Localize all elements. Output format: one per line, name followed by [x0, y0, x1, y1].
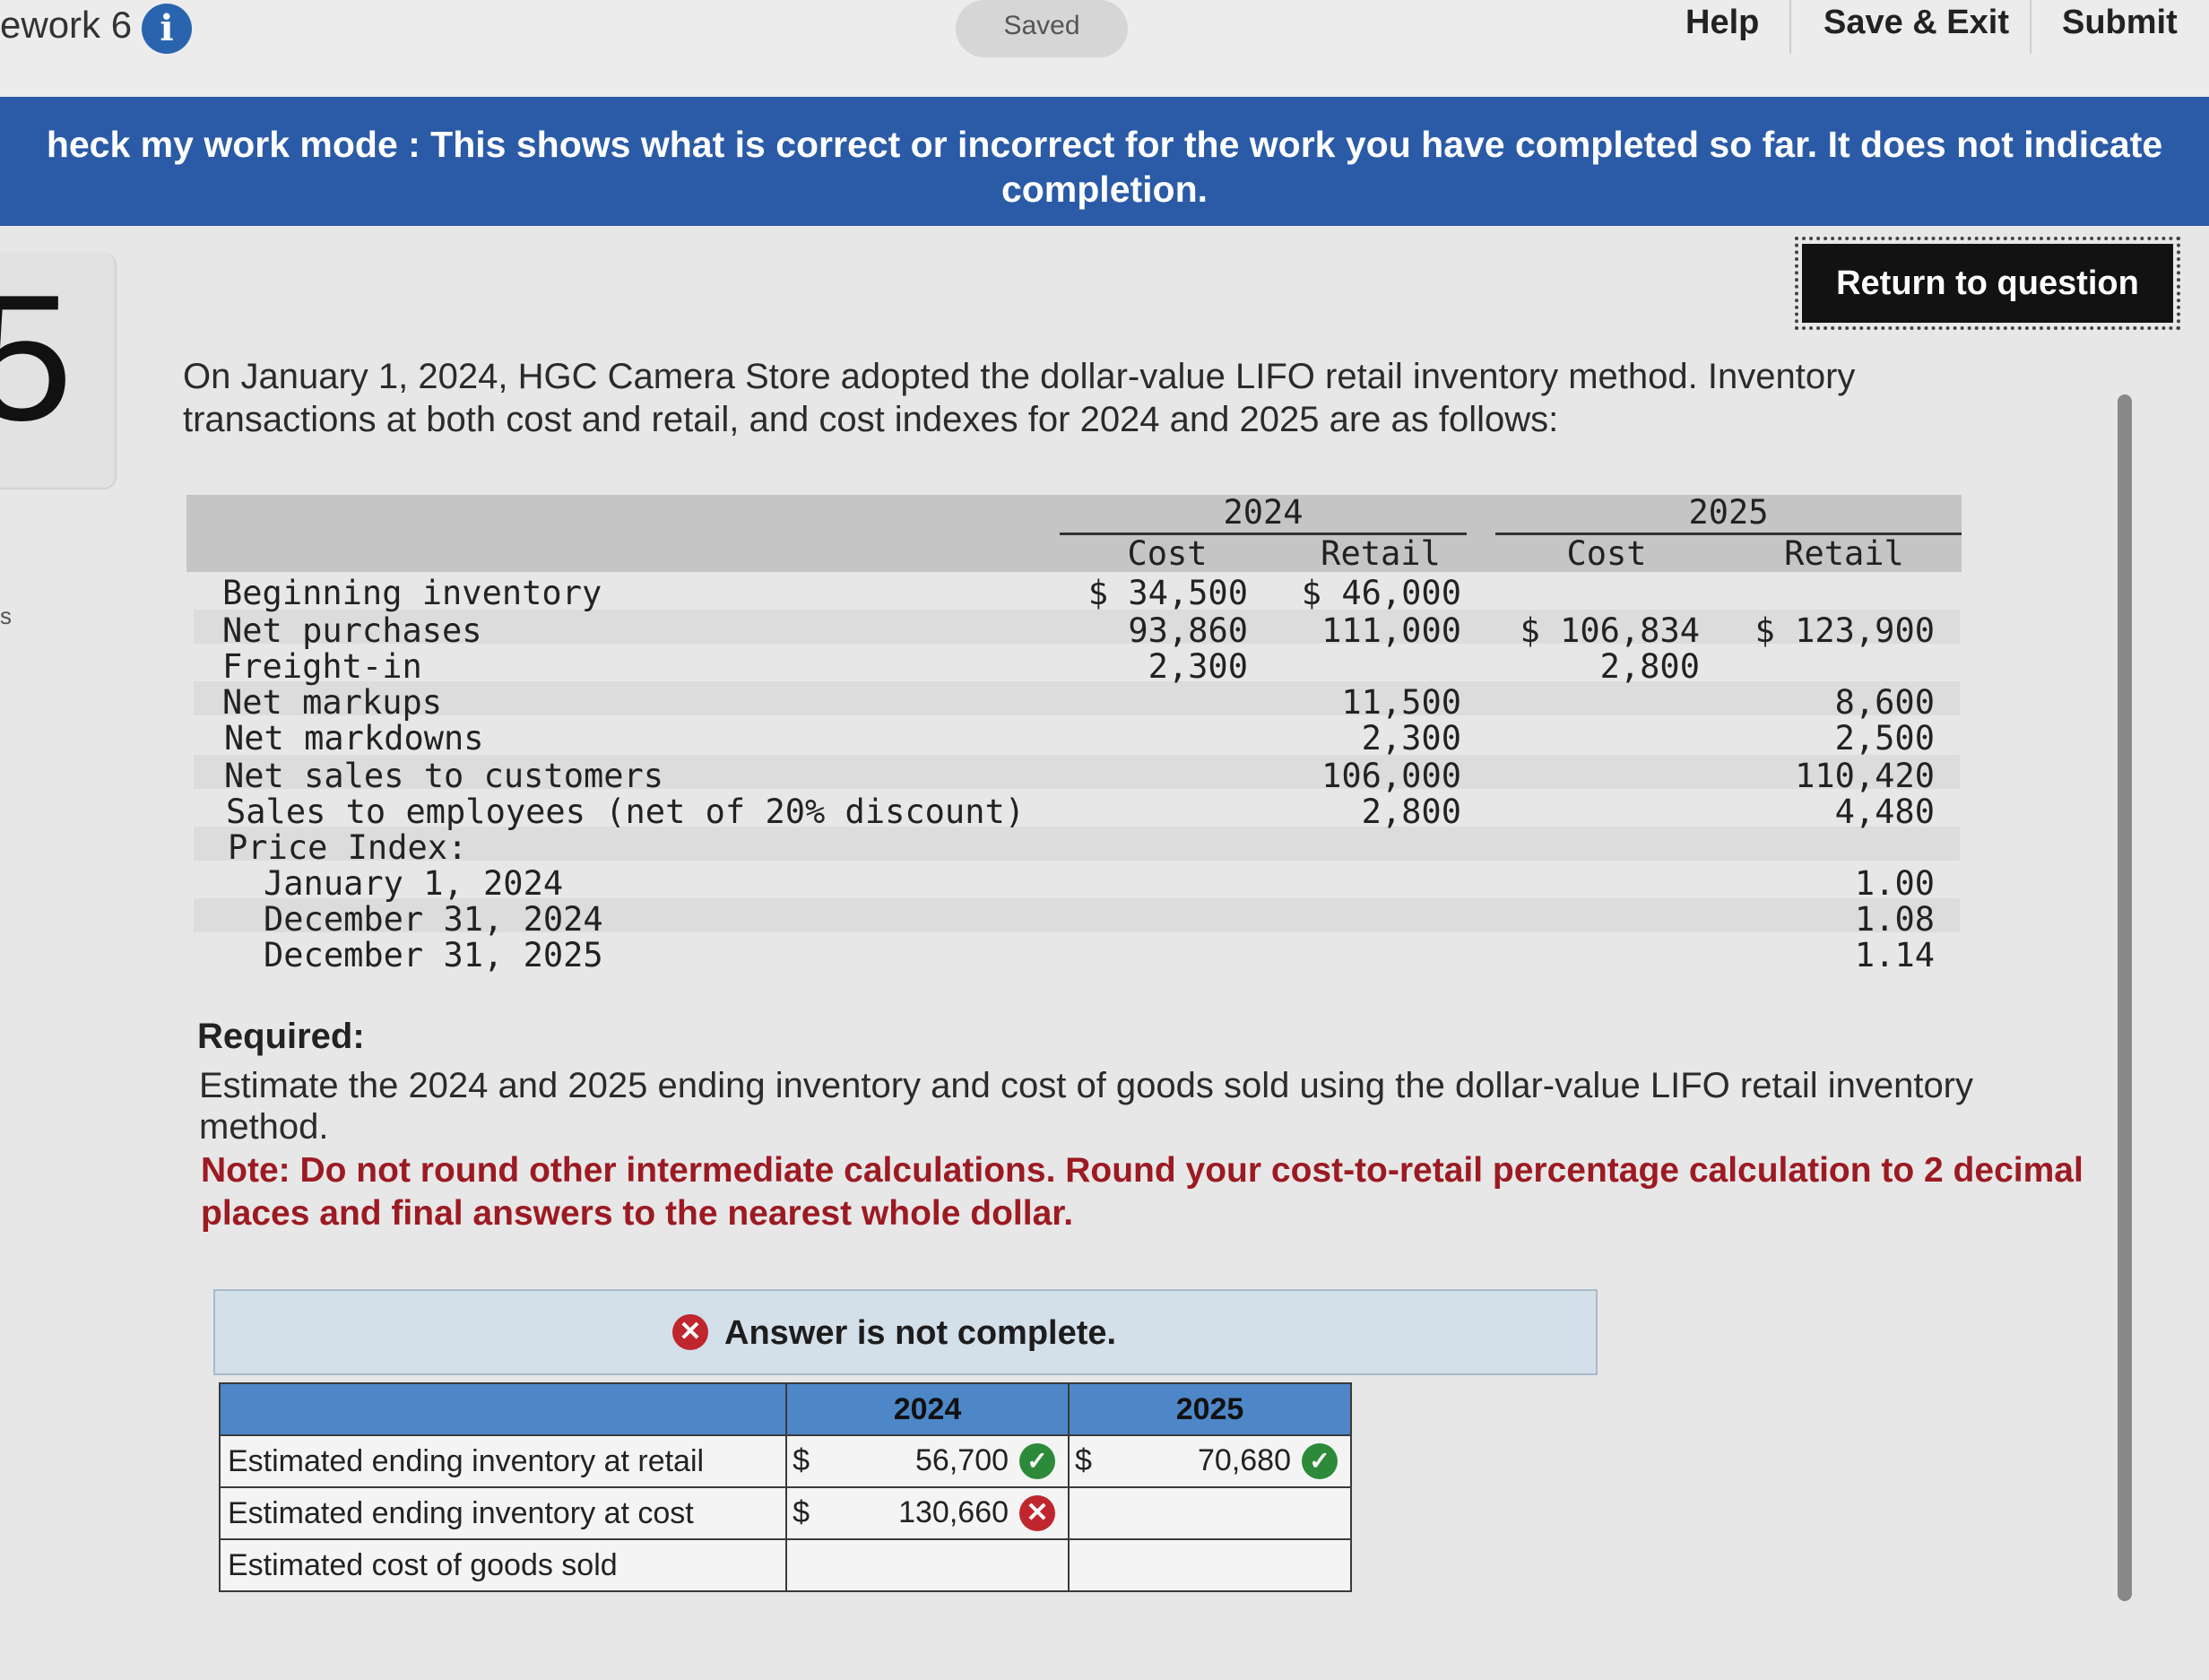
row-stripe: [194, 827, 1960, 861]
assignment-title: ework 6: [0, 4, 133, 46]
dollar-sign: $: [1075, 1443, 1092, 1477]
answer-input-cell-24[interactable]: $130,660 ✕: [785, 1486, 1070, 1540]
correct-check-icon: ✓: [1302, 1443, 1338, 1479]
required-heading: Required:: [197, 1017, 365, 1056]
year-underline: [1495, 533, 1962, 535]
help-link[interactable]: Help: [1685, 4, 1760, 41]
question-intro: On January 1, 2024, HGC Camera Store ado…: [183, 357, 1856, 439]
correct-check-icon: ✓: [1019, 1443, 1056, 1479]
row-stripe: [194, 755, 1960, 789]
data-row-label: January 1, 2024: [264, 864, 564, 903]
answer-value: 130,660: [898, 1495, 1009, 1529]
data-cell-c24: 2,300: [1148, 647, 1248, 686]
answer-status-text: Answer is not complete.: [724, 1314, 1117, 1352]
saved-status: Saved: [956, 0, 1128, 57]
check-work-banner: heck my work mode : This shows what is c…: [0, 97, 2209, 226]
return-to-question-button[interactable]: Return to question: [1795, 237, 2180, 330]
data-row-label: Price Index:: [228, 828, 468, 867]
data-row-label: Net markdowns: [224, 719, 484, 758]
answer-row-label: Estimated ending inventory at cost: [218, 1486, 788, 1540]
save-exit-link[interactable]: Save & Exit: [1824, 4, 2009, 41]
answer-value: 56,700: [915, 1443, 1009, 1477]
data-cell-r24: 106,000: [1321, 757, 1461, 795]
answer-header-2024: 2024: [785, 1382, 1070, 1436]
col-header-retail-2024: Retail: [1321, 534, 1441, 573]
answer-input-cell-25[interactable]: $70,680 ✓: [1068, 1434, 1352, 1488]
data-row-label: Net purchases: [222, 611, 482, 650]
data-cell-r25: 1.08: [1854, 900, 1935, 939]
info-icon[interactable]: i: [142, 4, 192, 54]
answer-row: Estimated cost of goods sold: [218, 1538, 1352, 1592]
data-row-label: December 31, 2024: [264, 900, 603, 939]
year-header-2025: 2025: [1688, 493, 1769, 532]
incorrect-x-icon: ✕: [1019, 1495, 1056, 1531]
answer-status-box: [213, 1289, 1598, 1375]
data-cell-c24: $ 34,500: [1087, 574, 1248, 612]
data-row-label: Sales to employees (net of 20% discount): [226, 792, 1026, 831]
separator: [1789, 0, 1791, 54]
top-bar: ework 6 i Saved Help Save & Exit Submit: [0, 0, 2209, 97]
data-row-label: Freight-in: [222, 647, 422, 686]
data-cell-r24: 2,300: [1361, 719, 1461, 758]
answer-input-cell-25[interactable]: [1068, 1538, 1352, 1592]
data-cell-c24: 93,860: [1128, 611, 1248, 650]
data-cell-r25: 1.14: [1854, 936, 1935, 974]
col-header-retail-2025: Retail: [1784, 534, 1904, 573]
answer-input-cell-25[interactable]: [1068, 1486, 1352, 1540]
answer-header-2025: 2025: [1068, 1382, 1352, 1436]
row-stripe: [194, 898, 1960, 932]
answer-header-row: 2024 2025: [218, 1382, 1352, 1436]
dollar-sign: $: [793, 1495, 810, 1529]
page-scrollbar[interactable]: [2118, 394, 2132, 1601]
answer-input-cell-24[interactable]: $56,700 ✓: [785, 1434, 1070, 1488]
answer-table: 2024 2025 Estimated ending inventory at …: [218, 1382, 1352, 1592]
data-cell-r25: 110,420: [1795, 757, 1935, 795]
row-stripe: [194, 610, 1960, 644]
col-header-cost-2024: Cost: [1127, 534, 1208, 573]
data-row-label: Beginning inventory: [222, 574, 602, 612]
answer-row-label: Estimated cost of goods sold: [218, 1538, 788, 1592]
answer-row-label: Estimated ending inventory at retail: [218, 1434, 788, 1488]
data-cell-r25: $ 123,900: [1754, 611, 1935, 650]
data-row-label: Net markups: [222, 683, 443, 722]
data-cell-r24: 2,800: [1361, 792, 1461, 831]
data-cell-r24: 111,000: [1321, 611, 1461, 650]
data-cell-r25: 2,500: [1834, 719, 1935, 758]
data-cell-r25: 8,600: [1834, 683, 1935, 722]
year-underline: [1060, 533, 1467, 535]
submit-link[interactable]: Submit: [2062, 4, 2178, 41]
answer-row: Estimated ending inventory at cost $130,6…: [218, 1486, 1352, 1540]
side-nav-mark: s: [0, 602, 12, 629]
dollar-sign: $: [793, 1443, 810, 1477]
required-text: Estimate the 2024 and 2025 ending invent…: [199, 1066, 1974, 1147]
data-cell-r24: 11,500: [1341, 683, 1461, 722]
question-number: 5: [0, 258, 74, 458]
rounding-note: Note: Do not round other intermediate ca…: [201, 1151, 2083, 1233]
separator: [2030, 0, 2031, 54]
answer-value: 70,680: [1198, 1443, 1291, 1477]
data-cell-c25: 2,800: [1599, 647, 1700, 686]
data-row-label: December 31, 2025: [264, 936, 603, 974]
question-number-box: [0, 253, 117, 489]
answer-header-blank: [218, 1382, 788, 1436]
answer-input-cell-24[interactable]: [785, 1538, 1070, 1592]
data-row-label: Net sales to customers: [224, 757, 664, 795]
data-cell-r25: 4,480: [1834, 792, 1935, 831]
data-cell-r25: 1.00: [1854, 864, 1935, 903]
year-header-2024: 2024: [1223, 493, 1304, 532]
data-cell-r24: $ 46,000: [1301, 574, 1461, 612]
incomplete-x-icon: ✕: [672, 1314, 708, 1350]
col-header-cost-2025: Cost: [1566, 534, 1647, 573]
row-stripe: [194, 681, 1960, 715]
data-cell-c25: $ 106,834: [1520, 611, 1700, 650]
answer-row: Estimated ending inventory at retail $56,…: [218, 1434, 1352, 1488]
